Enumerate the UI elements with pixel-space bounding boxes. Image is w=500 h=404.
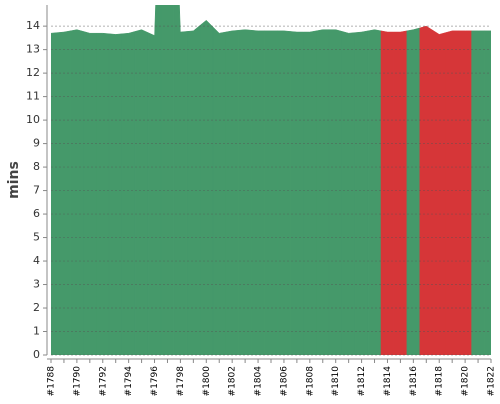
x-tick-label: #1806	[279, 366, 289, 397]
x-tick-label: #1808	[305, 366, 315, 397]
y-tick-label: 6	[33, 207, 40, 220]
area-band	[432, 29, 446, 355]
x-tick-label: #1820	[461, 366, 471, 397]
area-band	[173, 5, 188, 355]
y-tick-label: 5	[33, 231, 40, 244]
area-band	[393, 30, 408, 355]
area-band	[290, 31, 304, 355]
area-band	[70, 29, 84, 355]
area-band	[134, 29, 149, 355]
x-tick-label: #1800	[202, 366, 212, 397]
area-band	[51, 32, 58, 355]
area-band	[225, 29, 239, 355]
y-tick-label: 12	[26, 66, 40, 79]
area-band	[186, 25, 201, 355]
x-tick-label: #1796	[150, 366, 160, 397]
area-band	[96, 32, 110, 355]
y-tick-label: 9	[33, 137, 40, 150]
area-band	[251, 29, 265, 355]
area-band	[57, 30, 71, 355]
area-band	[316, 29, 330, 355]
x-tick-label: #1792	[98, 366, 108, 396]
x-tick-label: #1822	[487, 366, 497, 396]
x-tick-label: #1804	[254, 366, 264, 397]
y-axis-label: mins	[6, 161, 22, 199]
x-tick-label: #1798	[176, 366, 186, 397]
area-band	[445, 30, 459, 355]
y-tick-label: 1	[33, 325, 40, 338]
area-band	[341, 31, 356, 355]
y-tick-label: 4	[33, 254, 40, 267]
y-tick-label: 11	[26, 90, 40, 103]
area-band	[380, 30, 395, 355]
y-tick-label: 14	[26, 19, 40, 32]
area-band	[264, 30, 278, 355]
area-band	[121, 31, 136, 355]
area-band	[406, 27, 421, 355]
area-band	[277, 30, 291, 355]
area-band	[147, 5, 162, 355]
y-tick-label: 3	[33, 278, 40, 291]
x-tick-label: #1814	[383, 366, 393, 397]
x-tick-label: #1790	[72, 366, 82, 397]
area-band	[471, 30, 485, 355]
x-tick-label: #1802	[228, 366, 238, 396]
y-tick-label: 7	[33, 184, 40, 197]
area-band	[108, 33, 123, 355]
grid	[51, 25, 491, 356]
area-band	[484, 30, 491, 355]
area-band	[367, 29, 382, 355]
x-tick-label: #1788	[47, 366, 57, 397]
area-band	[328, 29, 343, 355]
area-band	[303, 30, 317, 355]
x-tick-label: #1812	[357, 366, 367, 396]
x-tick-label: #1794	[124, 366, 134, 397]
area-band	[419, 25, 434, 355]
y-tick-label: 0	[33, 348, 40, 361]
x-tick-label: #1816	[409, 366, 419, 397]
area-band	[238, 29, 252, 355]
y-tick-label: 13	[26, 43, 40, 56]
y-tick-label: 2	[33, 301, 40, 314]
y-tick-label: 10	[26, 113, 40, 126]
plot-area	[51, 5, 491, 355]
area-band	[83, 31, 97, 355]
x-tick-label: #1810	[331, 366, 341, 397]
y-tick-label: 8	[33, 160, 40, 173]
area-band	[160, 5, 175, 355]
area-band	[354, 30, 369, 355]
x-tick-label: #1818	[435, 366, 445, 397]
area-band	[458, 30, 472, 355]
area-band	[199, 19, 214, 355]
